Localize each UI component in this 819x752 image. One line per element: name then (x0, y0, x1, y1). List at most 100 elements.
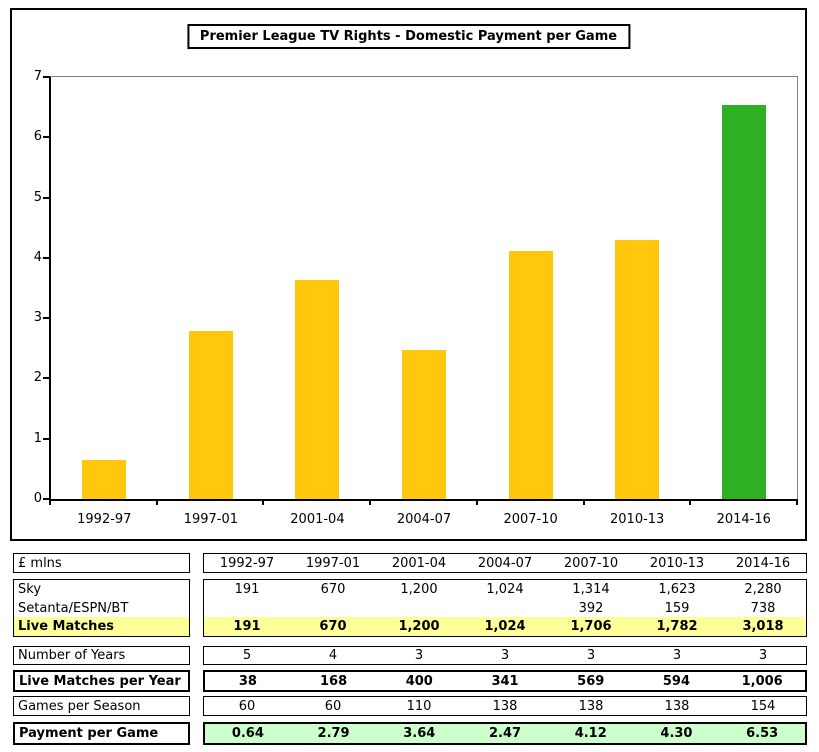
year-header: 2001-04 (391, 555, 447, 571)
broadcaster-values: 191 670 1,200 1,024 1,314 1,623 2,280 39… (203, 579, 807, 637)
y-tick-label: 0 (33, 491, 42, 506)
table-row-number-of-years: Number of Years 5 4 3 3 3 3 3 (13, 646, 807, 665)
row-label-live-matches-per-year: Live Matches per Year (13, 670, 190, 692)
live-matches-per-year-values: 38 168 400 341 569 594 1,006 (203, 670, 807, 692)
cell: 38 (238, 673, 257, 689)
table-block-broadcasters: Sky Setanta/ESPN/BT Live Matches 191 670… (13, 579, 807, 637)
cell: 2.47 (488, 726, 522, 741)
cell: 2.79 (317, 726, 350, 741)
bar-2007-10 (508, 250, 553, 499)
y-tick-label: 2 (33, 370, 42, 386)
cell: 191 (233, 619, 261, 635)
cell: 1,006 (741, 673, 783, 689)
bar-1992-97 (82, 460, 127, 499)
bar-2004-07 (402, 350, 447, 499)
y-tick-label: 7 (33, 69, 42, 84)
cell: 3 (500, 648, 510, 663)
number-of-years-values: 5 4 3 3 3 3 3 (203, 646, 807, 665)
cell: 3 (586, 648, 596, 663)
x-tick-label: 2004-07 (396, 512, 452, 527)
y-tick-label: 5 (33, 189, 42, 205)
bar-1997-01 (188, 330, 233, 499)
cell: 400 (405, 673, 433, 689)
year-header: 2007-10 (563, 555, 619, 571)
row-label-setanta: Setanta/ESPN/BT (18, 600, 129, 616)
row-live-matches: 191 670 1,200 1,024 1,706 1,782 3,018 (204, 617, 806, 637)
cell: 191 (234, 581, 260, 597)
chart-frame: Premier League TV Rights - Domestic Paym… (10, 8, 807, 541)
cell: 392 (578, 600, 604, 616)
year-header: 2004-07 (477, 555, 533, 571)
cell: 569 (577, 673, 605, 689)
cell: 3 (672, 648, 682, 663)
cell: 168 (320, 673, 348, 689)
x-tick-label: 1992-97 (77, 512, 132, 527)
cell: 670 (320, 581, 346, 597)
year-header-cells: 1992-97 1997-01 2001-04 2004-07 2007-10 … (203, 553, 807, 573)
x-axis-ticks (49, 499, 798, 505)
cell: 738 (750, 600, 776, 616)
row-sky: 191 670 1,200 1,024 1,314 1,623 2,280 (204, 580, 806, 599)
games-per-season-values: 60 60 110 138 138 138 154 (203, 696, 807, 716)
table-row-years-header: £ mlns 1992-97 1997-01 2001-04 2004-07 2… (13, 553, 807, 573)
cell: 60 (324, 698, 342, 714)
bar-2001-04 (295, 279, 340, 499)
x-tick-label: 2007-10 (503, 512, 558, 527)
x-tick-label: 2001-04 (290, 512, 345, 527)
cell: 1,024 (484, 619, 526, 635)
year-header: 1992-97 (219, 555, 275, 571)
cell: 5 (242, 648, 252, 663)
cell: 154 (750, 698, 776, 714)
cell: 3 (414, 648, 424, 663)
cell: 138 (664, 698, 690, 714)
cell: 1,623 (658, 581, 696, 597)
year-header: 2014-16 (735, 555, 791, 571)
cell: 1,314 (572, 581, 610, 597)
row-label-games-per-season: Games per Season (13, 696, 190, 716)
row-label-number-of-years: Number of Years (13, 646, 190, 665)
cell: 0.64 (231, 726, 264, 741)
bar-2014-16 (721, 105, 766, 499)
cell: 4.30 (660, 726, 693, 741)
row-label-unit: £ mlns (13, 553, 190, 573)
cell: 2,280 (744, 581, 782, 597)
y-axis-labels: 0 1 2 3 4 5 6 7 (12, 69, 42, 506)
year-header: 2010-13 (649, 555, 705, 571)
cell: 594 (662, 673, 691, 689)
table-row-live-matches-per-year: Live Matches per Year 38 168 400 341 569… (13, 670, 807, 692)
cell: 138 (492, 698, 518, 714)
cell: 1,024 (486, 581, 524, 597)
y-tick-label: 1 (33, 430, 42, 446)
plot-area (49, 76, 798, 501)
table-row-payment-per-game: Payment per Game 0.64 2.79 3.64 2.47 4.1… (13, 722, 807, 745)
x-tick-label: 2010-13 (610, 512, 665, 527)
cell: 138 (578, 698, 604, 714)
cell: 670 (319, 619, 347, 635)
cell: 3,018 (742, 619, 784, 635)
cell: 4.12 (574, 726, 607, 741)
bar-2010-13 (615, 239, 660, 499)
row-label-live-matches: Live Matches (14, 617, 189, 637)
cell: 159 (664, 600, 690, 616)
cell: 4 (328, 648, 338, 663)
x-axis-labels: 1992-97 1997-01 2001-04 2004-07 2007-10 … (51, 512, 797, 527)
table-row-games-per-season: Games per Season 60 60 110 138 138 138 1… (13, 696, 807, 716)
x-tick-label: 2014-16 (716, 512, 771, 527)
row-label-payment-per-game: Payment per Game (13, 722, 190, 745)
cell: 1,200 (400, 581, 438, 597)
row-setanta: 392 159 738 (204, 599, 806, 618)
bar-series (51, 77, 797, 499)
cell: 110 (406, 698, 432, 714)
cell: 6.53 (746, 726, 779, 741)
cell: 341 (491, 673, 519, 689)
broadcaster-labels: Sky Setanta/ESPN/BT Live Matches (13, 579, 190, 637)
cell: 1,200 (398, 619, 440, 635)
y-tick-label: 6 (33, 129, 42, 145)
cell: 1,782 (656, 619, 698, 635)
row-label-sky: Sky (18, 581, 42, 597)
chart-title: Premier League TV Rights - Domestic Paym… (186, 24, 631, 49)
y-axis-ticks (43, 76, 49, 500)
cell: 60 (238, 698, 256, 714)
x-tick-label: 1997-01 (183, 512, 239, 527)
